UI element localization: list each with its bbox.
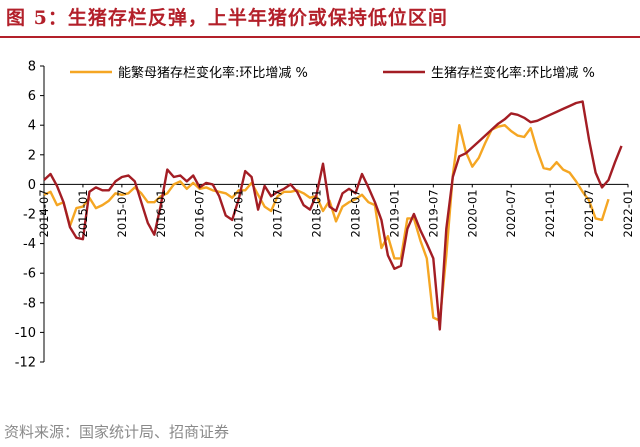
chart-title: 图 5：生猪存栏反弹，上半年猪价或保持低位区间 <box>6 7 448 29</box>
y-tick-label: -10 <box>15 326 36 341</box>
x-tick-label: 2021-01 <box>543 189 557 237</box>
x-tick-label: 2020-07 <box>504 189 518 237</box>
x-tick-label: 2016-07 <box>193 189 207 237</box>
y-tick-label: -8 <box>23 296 36 311</box>
y-tick-label: 4 <box>28 119 36 134</box>
x-tick-label: 2018-07 <box>348 189 362 237</box>
x-tick-label: 2020-01 <box>465 189 479 237</box>
x-tick-label: 2022-01 <box>621 189 635 237</box>
y-tick-label: -6 <box>23 267 36 282</box>
source-note: 资料来源：国家统计局、招商证券 <box>4 423 230 441</box>
x-tick-label: 2015-01 <box>76 189 90 237</box>
y-tick-label: -12 <box>15 356 36 371</box>
y-tick-label: 2 <box>28 148 36 163</box>
y-tick-label: 8 <box>28 60 36 75</box>
x-tick-label: 2017-07 <box>271 189 285 237</box>
x-tick-label: 2021-07 <box>582 189 596 237</box>
series-line-hog-inventory <box>43 100 623 331</box>
x-tick-label: 2016-01 <box>154 189 168 237</box>
legend-label: 能繁母猪存栏变化率:环比增减 % <box>118 65 308 81</box>
y-tick-label: -4 <box>23 237 36 252</box>
x-tick-label: 2018-01 <box>310 189 324 237</box>
x-tick-label: 2017-01 <box>232 189 246 237</box>
x-tick-label: 2019-01 <box>387 189 401 237</box>
y-tick-label: 6 <box>28 89 36 104</box>
legend-label: 生猪存栏变化率:环比增减 % <box>431 65 595 81</box>
title-divider <box>0 36 640 38</box>
y-tick-label: -2 <box>23 208 36 223</box>
line-chart: 8 6 4 2 0 -2 -4 -6 -8 -10 -12 2014-07 2015-01 2015-07… <box>15 60 635 371</box>
y-tick-label: 0 <box>28 178 36 193</box>
x-tick-label: 2014-07 <box>37 189 51 237</box>
x-tick-label: 2015-07 <box>115 189 129 237</box>
x-tick-label: 2019-07 <box>426 189 440 237</box>
